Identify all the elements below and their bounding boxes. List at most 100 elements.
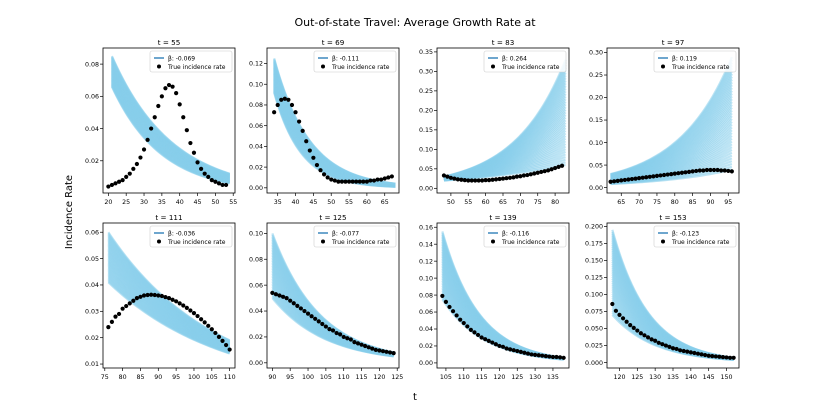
legend-box <box>149 50 233 73</box>
axes-frame <box>266 47 400 194</box>
legend-dots-label: True incidence rate <box>331 239 390 246</box>
data-point <box>163 86 168 91</box>
x-tick-label: 145 <box>703 374 715 381</box>
panel-title: t = 111 <box>155 213 182 222</box>
data-point <box>209 327 214 332</box>
panel-5: 75 80 85 90 95 100 105 110 0.01 0.02 0.03 0.04 0.05 0… <box>85 213 236 381</box>
x-tick-label: 75 <box>101 374 109 381</box>
data-point <box>525 172 530 178</box>
data-point <box>699 352 704 357</box>
x-tick-label: 110 <box>224 374 236 381</box>
y-tick-label: 0.025 <box>585 343 603 350</box>
data-point <box>391 351 396 356</box>
x-tick-label: 140 <box>685 374 697 381</box>
data-point <box>511 348 516 353</box>
data-point <box>642 333 647 338</box>
data-point <box>692 350 697 356</box>
x-tick-label: 115 <box>356 374 368 381</box>
data-point <box>181 115 186 120</box>
x-tick-label: 65 <box>617 199 625 206</box>
data-point <box>448 175 453 180</box>
data-point <box>288 298 293 303</box>
y-tick-label: 0.05 <box>85 256 99 263</box>
data-point <box>124 303 129 309</box>
data-point <box>213 330 218 336</box>
data-point <box>350 179 355 184</box>
data-point <box>156 293 161 298</box>
data-point <box>701 168 706 173</box>
x-tick-label: 50 <box>327 199 335 206</box>
data-point <box>622 177 627 183</box>
y-tick-label: 0.15 <box>419 127 433 134</box>
data-point <box>329 177 334 182</box>
y-tick-label: 0.02 <box>249 164 263 171</box>
band-curve <box>110 55 230 175</box>
y-tick-label: 0.20 <box>419 108 433 115</box>
data-point <box>683 170 688 175</box>
data-point <box>184 128 189 133</box>
data-point <box>361 179 366 184</box>
data-point <box>195 313 200 319</box>
data-point <box>561 355 566 360</box>
data-point <box>300 128 305 133</box>
x-tick-label: 100 <box>188 374 200 381</box>
y-tick-label: 0.00 <box>249 185 263 192</box>
legend-beta-label: β: -0.036 <box>168 230 195 237</box>
legend-dots-label: True incidence rate <box>671 64 730 71</box>
data-point <box>359 342 364 347</box>
x-tick-label: 85 <box>136 374 144 381</box>
data-point <box>493 342 498 347</box>
x-tick-label: 70 <box>516 199 524 206</box>
data-point <box>549 167 554 172</box>
x-tick-label: 115 <box>476 374 488 381</box>
data-point <box>656 340 661 345</box>
x-tick-label: 75 <box>653 199 661 206</box>
data-point <box>697 168 702 173</box>
data-point <box>547 354 552 359</box>
x-tick-label: 50 <box>211 199 219 206</box>
band-curve <box>110 71 230 180</box>
data-point <box>647 174 652 179</box>
legend-beta-label: β: -0.069 <box>168 55 195 62</box>
data-point <box>375 177 380 182</box>
data-point <box>345 336 350 341</box>
data-point <box>518 349 523 354</box>
data-point <box>286 97 291 102</box>
data-point <box>318 168 323 173</box>
data-point <box>649 337 654 342</box>
data-point <box>706 353 711 358</box>
data-point <box>686 169 692 174</box>
band-curve <box>443 59 567 178</box>
data-point <box>543 354 548 359</box>
data-point <box>497 176 502 182</box>
x-tick-label: 150 <box>720 374 732 381</box>
y-tick-label: 0.02 <box>85 158 99 165</box>
data-point <box>131 166 136 171</box>
x-tick-label: 55 <box>229 199 237 206</box>
y-tick-label: 0.10 <box>589 140 603 147</box>
data-point <box>206 174 211 179</box>
data-point <box>355 341 361 346</box>
x-tick-label: 120 <box>613 374 625 381</box>
x-tick-label: 90 <box>268 374 276 381</box>
y-tick-label: 0.10 <box>249 231 263 238</box>
y-tick-label: 0.14 <box>419 241 433 248</box>
x-tick-label: 95 <box>286 374 294 381</box>
x-tick-label: 65 <box>499 199 507 206</box>
data-point <box>227 347 232 352</box>
data-point <box>336 179 341 184</box>
data-point <box>138 294 143 299</box>
data-point <box>314 162 320 168</box>
data-point <box>480 178 485 183</box>
data-point <box>729 169 734 174</box>
legend-box <box>483 225 567 248</box>
y-tick-label: 0.15 <box>589 117 603 124</box>
legend-beta-label: β: -0.077 <box>332 230 359 237</box>
data-point <box>546 168 551 173</box>
data-point <box>711 167 717 173</box>
y-tick-label: 0.30 <box>589 50 603 57</box>
data-point <box>441 173 447 178</box>
y-tick-label: 0.175 <box>585 241 603 248</box>
y-tick-label: 0.06 <box>249 282 263 289</box>
